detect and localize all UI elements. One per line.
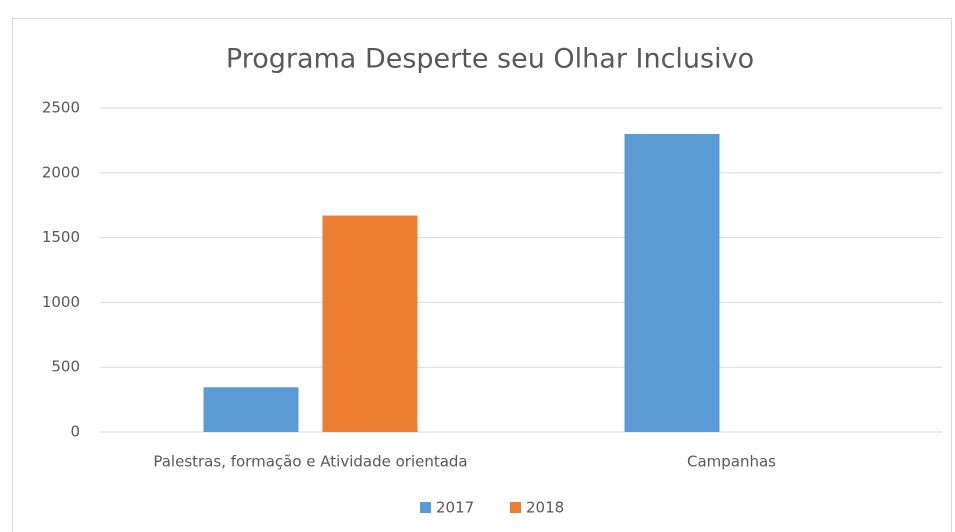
x-tick-label: Campanhas: [687, 453, 776, 471]
legend-swatch: [420, 502, 431, 513]
legend-label: 2018: [526, 499, 564, 517]
y-tick-label: 500: [51, 358, 80, 376]
chart-border: [12, 18, 952, 532]
y-tick-label: 2500: [42, 99, 80, 117]
legend-label: 2017: [436, 499, 474, 517]
bar: [203, 387, 299, 432]
chart-title: Programa Desperte seu Olhar Inclusivo: [226, 44, 754, 75]
bar: [322, 215, 418, 432]
y-tick-label: 2000: [42, 163, 80, 181]
legend-swatch: [510, 502, 521, 513]
y-tick-label: 0: [70, 423, 80, 441]
y-tick-label: 1500: [42, 228, 80, 246]
bar: [624, 133, 720, 433]
y-tick-label: 1000: [42, 293, 80, 311]
x-tick-label: Palestras, formação e Atividade orientad…: [153, 453, 467, 471]
